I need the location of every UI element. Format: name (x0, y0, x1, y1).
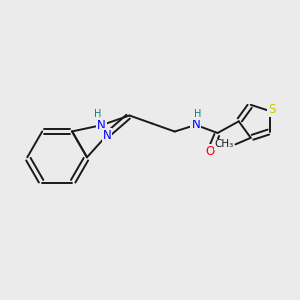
Text: H: H (194, 109, 201, 119)
Text: H: H (94, 109, 101, 118)
Text: N: N (103, 129, 111, 142)
Text: N: N (191, 118, 200, 131)
Text: N: N (97, 119, 106, 132)
Text: S: S (268, 103, 276, 116)
Text: CH₃: CH₃ (214, 140, 234, 149)
Text: O: O (205, 146, 214, 158)
